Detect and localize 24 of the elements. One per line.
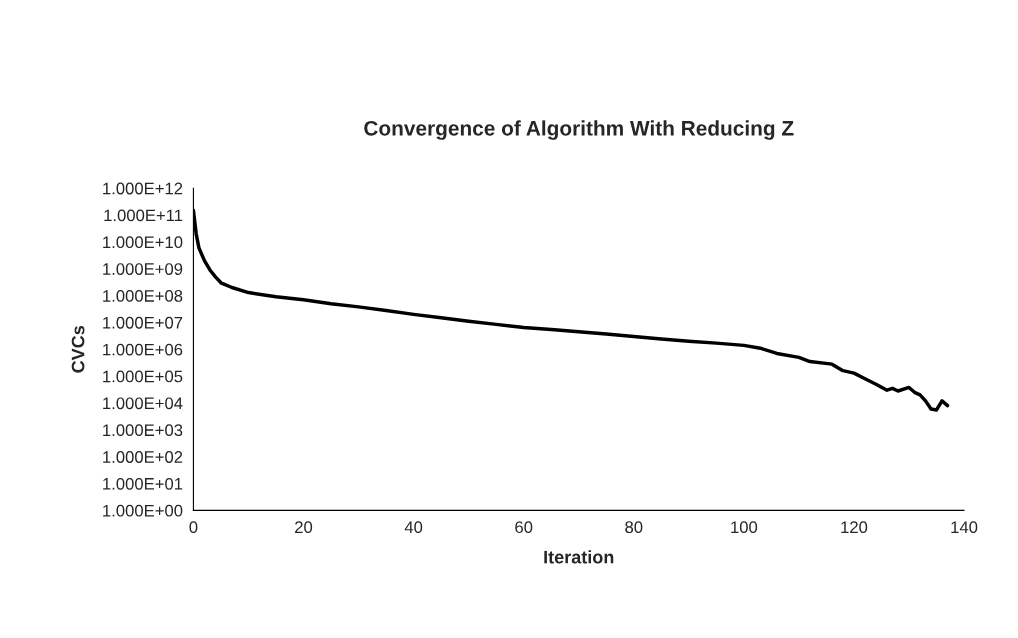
y-tick-label: 1.000E+02 [103, 451, 183, 463]
y-axis-title: CVCs [71, 325, 85, 373]
y-tick-label: 1.000E+07 [103, 316, 183, 329]
y-tick-label: 1.000E+04 [103, 397, 183, 410]
y-tick-label: 1.000E+09 [103, 263, 183, 275]
x-tick-label: 20 [295, 521, 313, 534]
x-tick-label: 60 [515, 521, 533, 534]
y-tick-label: 1.000E+01 [103, 477, 183, 490]
y-tick-label: 1.000E+03 [103, 424, 183, 437]
x-tick-label: 80 [625, 521, 643, 534]
x-tick-label: 0 [189, 521, 198, 534]
y-tick-label: 1.000E+00 [103, 504, 183, 517]
x-tick-label: 140 [951, 521, 978, 534]
y-tick-label: 1.000E+08 [103, 290, 183, 302]
x-axis-title: Iteration [544, 550, 614, 564]
x-tick-label: 40 [404, 521, 423, 534]
y-tick-label: 1.000E+05 [103, 370, 183, 383]
y-tick-label: 1.000E+12 [103, 182, 183, 195]
chart-title: Convergence of Algorithm With Reducing Z [364, 120, 794, 140]
y-tick-label: 1.000E+11 [104, 209, 183, 222]
y-tick-label: 1.000E+06 [103, 343, 183, 356]
y-tick-label: 1.000E+10 [103, 236, 183, 249]
x-tick-label: 120 [841, 521, 868, 534]
x-tick-label: 100 [731, 521, 758, 534]
